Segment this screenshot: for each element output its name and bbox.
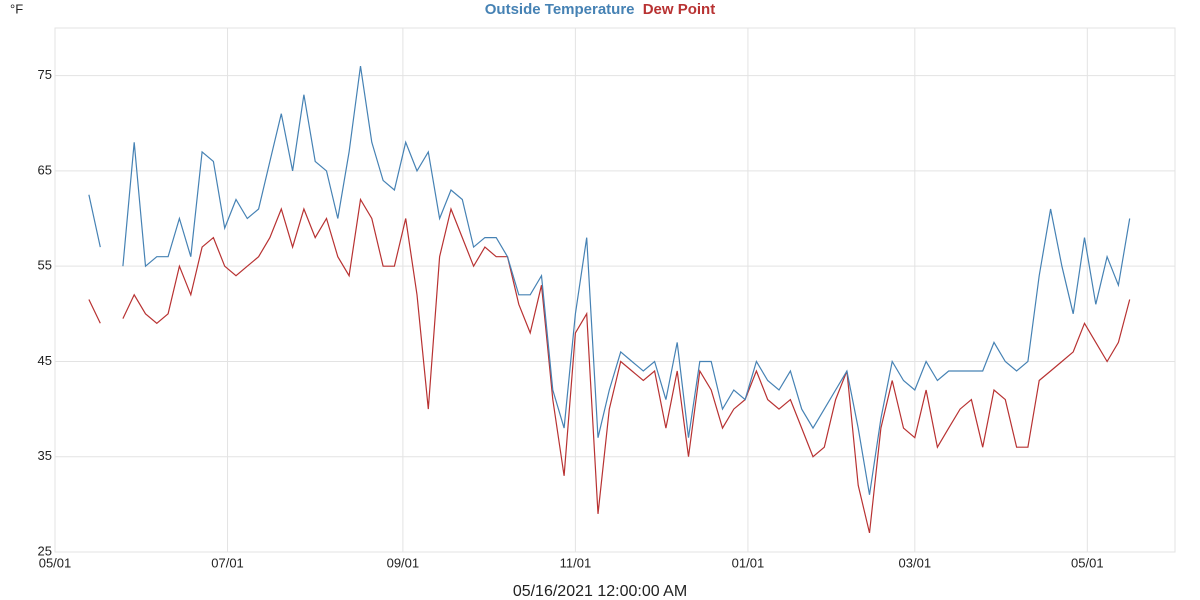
legend: Outside Temperature Dew Point [485, 1, 715, 18]
plot-area [54, 27, 1176, 553]
x-tick-label: 03/01 [899, 555, 932, 570]
series-line [88, 66, 1131, 495]
y-tick-label: 45 [38, 353, 52, 368]
x-tick-label: 05/01 [1071, 555, 1104, 570]
legend-entry: Dew Point [643, 1, 716, 18]
y-axis-label: °F [10, 1, 23, 16]
x-tick-label: 11/01 [560, 555, 592, 570]
x-tick-label: 07/01 [211, 555, 244, 570]
x-tick-label: 01/01 [732, 555, 765, 570]
y-tick-label: 55 [38, 258, 52, 273]
series-line [88, 197, 1131, 534]
y-tick-label: 25 [38, 543, 52, 558]
y-tick-label: 35 [38, 448, 52, 463]
x-tick-label: 09/01 [387, 555, 420, 570]
x-tick-label: 05/01 [39, 555, 72, 570]
y-tick-label: 65 [38, 162, 52, 177]
x-axis-label: 05/16/2021 12:00:00 AM [513, 583, 687, 600]
y-tick-label: 75 [38, 67, 52, 82]
legend-entry: Outside Temperature [485, 1, 635, 18]
